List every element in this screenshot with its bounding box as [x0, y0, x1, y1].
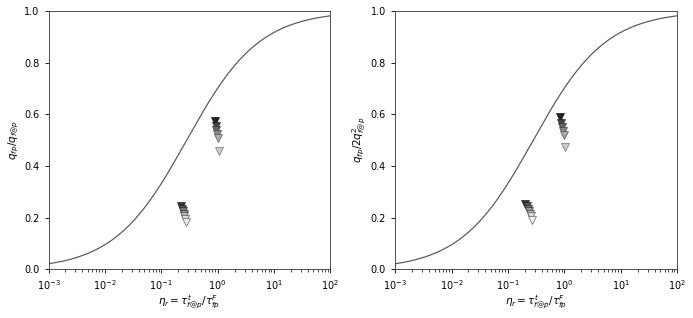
X-axis label: $\eta_r = \tau^t_{f@p}/\tau^F_{fp}$: $\eta_r = \tau^t_{f@p}/\tau^F_{fp}$ — [505, 294, 567, 311]
Y-axis label: $q_{fp}/q_{f@p}$: $q_{fp}/q_{f@p}$ — [7, 120, 21, 160]
Y-axis label: $q_{fp}/2q^2_{f@p}$: $q_{fp}/2q^2_{f@p}$ — [351, 117, 368, 163]
X-axis label: $\eta_r = \tau^t_{f@p}/\tau^F_{fp}$: $\eta_r = \tau^t_{f@p}/\tau^F_{fp}$ — [159, 294, 220, 311]
